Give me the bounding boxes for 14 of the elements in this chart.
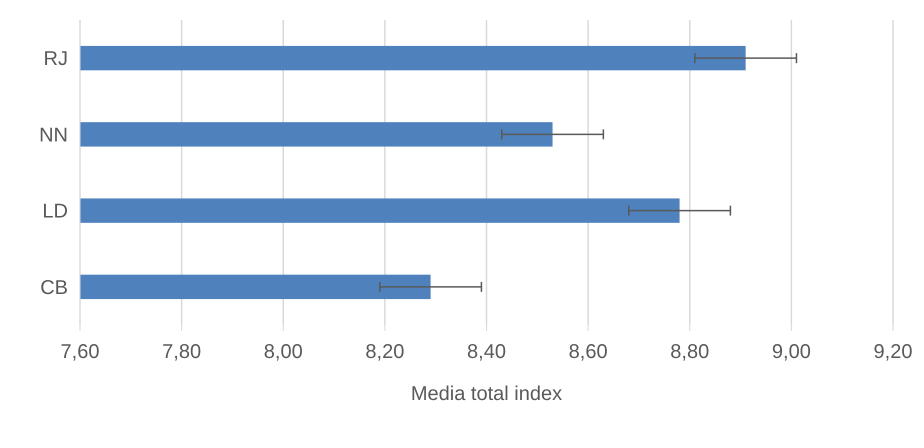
y-tick-label: LD [42, 200, 68, 223]
x-tick-label: 9,00 [772, 341, 811, 363]
x-tick-label: 8,20 [365, 341, 404, 363]
y-tick-label: RJ [44, 48, 68, 70]
x-tick-label: 8,00 [264, 341, 303, 363]
x-tick-label: 7,80 [162, 341, 202, 363]
x-axis-title: Media total index [410, 383, 562, 405]
x-tick-label: 8,80 [670, 341, 710, 363]
x-tick-label: 9,20 [874, 341, 912, 363]
x-tick-label: 8,60 [568, 341, 608, 363]
y-tick-label: NN [39, 124, 68, 146]
x-tick-label: 8,40 [467, 341, 506, 363]
x-tick-label: 7,60 [60, 341, 100, 363]
y-tick-label: CB [40, 276, 68, 299]
